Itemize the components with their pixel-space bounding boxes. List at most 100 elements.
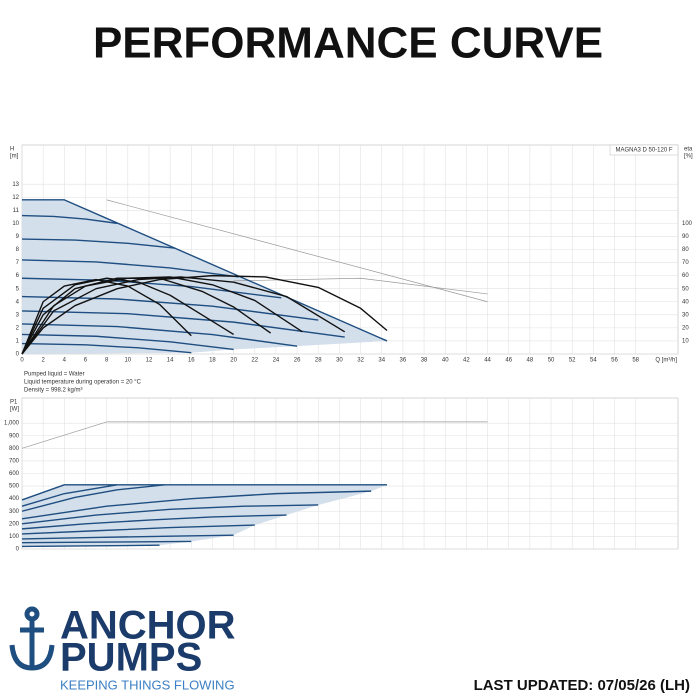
model-label: MAGNA3 D 50-120 F xyxy=(615,148,672,154)
page-title: PERFORMANCE CURVE xyxy=(93,19,603,68)
x-tick-label: 56 xyxy=(611,358,618,364)
y-tick-label: 9 xyxy=(16,234,20,240)
y2-tick-label: 40 xyxy=(682,299,689,305)
y-tick-label: 8 xyxy=(16,247,20,253)
x-tick-label: 28 xyxy=(315,358,322,364)
x-tick-label: 2 xyxy=(41,358,45,364)
x-axis-label: Q [m³/h] xyxy=(655,358,677,364)
y-tick-label: 3 xyxy=(16,312,20,318)
x-tick-label: 30 xyxy=(336,358,343,364)
model-box xyxy=(609,144,679,156)
x-tick-label: 8 xyxy=(105,358,109,364)
curve xyxy=(21,514,287,530)
curve xyxy=(21,504,319,525)
curve xyxy=(21,278,192,355)
y2-axis-label: eta xyxy=(684,147,693,153)
curve xyxy=(21,342,192,354)
y-tick-label: 1 xyxy=(16,339,20,345)
y2-tick-label: 70 xyxy=(682,260,689,266)
y-tick-label: 7 xyxy=(16,260,20,266)
y2-tick-label: 60 xyxy=(682,273,689,279)
y-tick-label: 100 xyxy=(9,534,20,540)
x-tick-label: 40 xyxy=(442,358,449,364)
x-tick-label: 18 xyxy=(209,358,216,364)
y-tick-label: 10 xyxy=(12,221,19,227)
curve xyxy=(21,421,488,449)
y-axis-label: [W] xyxy=(10,407,19,413)
y-tick-label: 600 xyxy=(9,471,20,477)
y-axis-label: [m] xyxy=(10,154,19,160)
curve xyxy=(233,277,488,295)
x-tick-label: 36 xyxy=(400,358,407,364)
curve xyxy=(21,484,165,512)
y-axis-label: P1 xyxy=(10,400,18,406)
operating-area xyxy=(22,484,388,547)
y-axis-label: H xyxy=(10,147,14,153)
curve xyxy=(21,490,372,520)
curve xyxy=(21,333,234,351)
curve xyxy=(21,524,255,535)
curve xyxy=(21,259,239,278)
y-tick-label: 2 xyxy=(16,325,20,331)
brand-line: PUMPS xyxy=(60,636,202,680)
curve xyxy=(21,238,176,249)
x-tick-label: 42 xyxy=(463,358,470,364)
x-tick-label: 54 xyxy=(590,358,597,364)
note: Density = 998.2 kg/m³ xyxy=(24,388,83,394)
curve xyxy=(21,484,118,507)
note: Liquid temperature during operation = 20… xyxy=(24,380,142,386)
x-tick-label: 12 xyxy=(146,358,153,364)
y-tick-label: 1,000 xyxy=(4,421,20,427)
x-tick-label: 26 xyxy=(294,358,301,364)
y2-tick-label: 10 xyxy=(682,339,689,345)
x-tick-label: 58 xyxy=(632,358,639,364)
y-tick-label: 5 xyxy=(16,286,20,292)
y-tick-label: 500 xyxy=(9,484,20,490)
curve xyxy=(21,544,160,548)
y2-axis-label: [%] xyxy=(684,154,693,160)
x-tick-label: 48 xyxy=(527,358,534,364)
x-tick-label: 0 xyxy=(20,358,24,364)
y-tick-label: 400 xyxy=(9,496,20,502)
curve xyxy=(21,323,298,347)
y2-tick-label: 30 xyxy=(682,312,689,318)
y-tick-label: 700 xyxy=(9,458,20,464)
y-tick-label: 4 xyxy=(16,299,20,305)
y2-tick-label: 20 xyxy=(682,325,689,331)
last-updated: LAST UPDATED: 07/05/26 (LH) xyxy=(474,677,690,694)
x-tick-label: 14 xyxy=(167,358,174,364)
y-tick-label: 11 xyxy=(13,208,20,214)
y-tick-label: 12 xyxy=(12,195,19,201)
x-tick-label: 20 xyxy=(230,358,237,364)
x-tick-label: 32 xyxy=(357,358,364,364)
y-tick-label: 800 xyxy=(9,446,20,452)
x-tick-label: 10 xyxy=(124,358,131,364)
x-tick-label: 22 xyxy=(251,358,258,364)
x-tick-label: 44 xyxy=(484,358,491,364)
y2-tick-label: 80 xyxy=(682,247,689,253)
curve xyxy=(21,534,234,540)
y2-tick-label: 90 xyxy=(682,234,689,240)
y-tick-label: 0 xyxy=(16,547,20,553)
curve xyxy=(106,199,488,303)
curve xyxy=(21,277,272,355)
tagline: KEEPING THINGS FLOWING xyxy=(60,677,235,692)
y2-tick-label: 50 xyxy=(682,286,689,292)
y2-tick-label: 100 xyxy=(682,221,693,227)
note: Pumped liquid = Water xyxy=(24,372,85,378)
y-tick-label: 300 xyxy=(9,509,20,515)
x-tick-label: 50 xyxy=(548,358,555,364)
x-tick-label: 24 xyxy=(273,358,280,364)
brand-line: ANCHOR xyxy=(60,604,236,648)
x-tick-label: 4 xyxy=(63,358,67,364)
x-tick-label: 34 xyxy=(378,358,385,364)
curve xyxy=(21,295,319,321)
curve xyxy=(21,214,118,225)
x-tick-label: 52 xyxy=(569,358,576,364)
curve xyxy=(21,277,234,355)
y-tick-label: 0 xyxy=(16,352,20,358)
x-tick-label: 38 xyxy=(421,358,428,364)
curve xyxy=(21,310,345,338)
y-tick-label: 6 xyxy=(16,273,20,279)
